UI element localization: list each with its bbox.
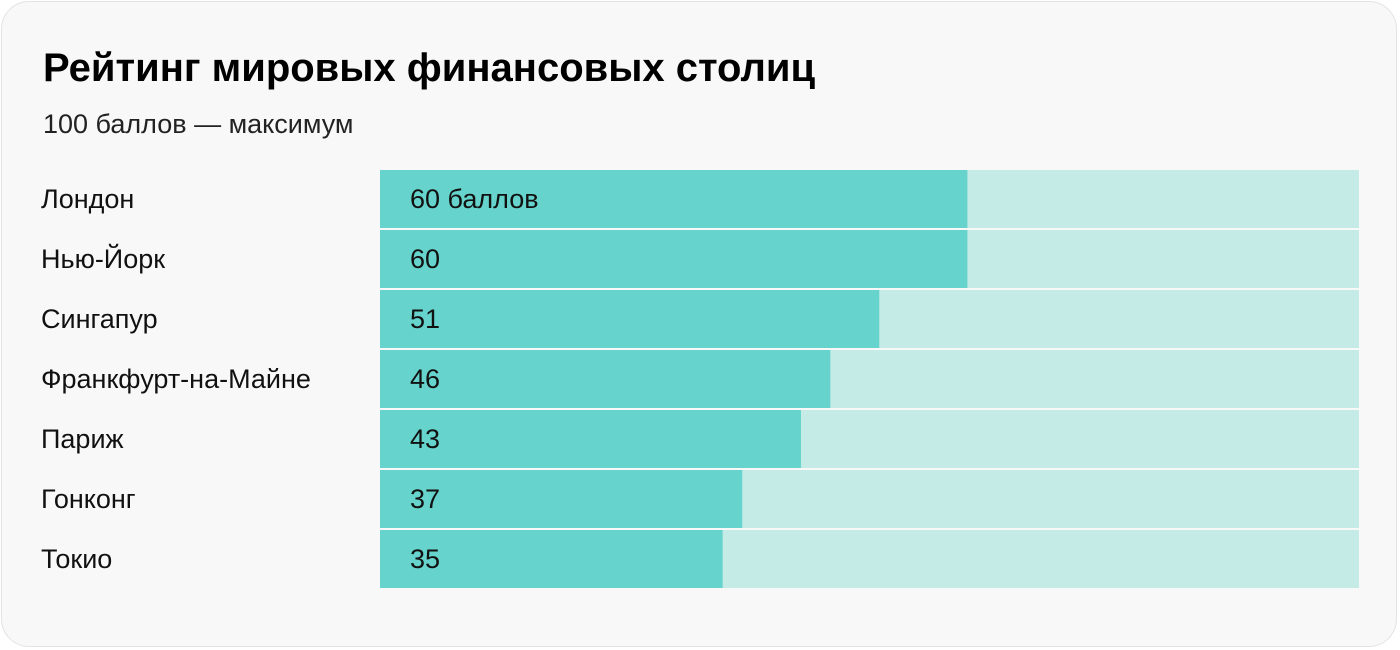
data-label: 37: [410, 484, 440, 514]
bar: [380, 350, 831, 408]
category-label: Париж: [41, 424, 124, 454]
data-label: 35: [410, 544, 440, 574]
bar: [380, 470, 743, 528]
category-label: Франкфурт-на-Майне: [41, 364, 311, 394]
chart-subtitle: 100 баллов — максимум: [43, 109, 354, 139]
bar-row: Сингапур 51: [41, 290, 1359, 348]
bar-row: Токио 35: [41, 530, 1359, 588]
category-label: Токио: [41, 544, 112, 574]
bar-row: Лондон 60 баллов: [41, 170, 1359, 228]
category-label: Сингапур: [41, 304, 158, 334]
data-label: 60 баллов: [410, 184, 539, 214]
bar-row: Париж 43: [41, 410, 1359, 468]
data-label: 60: [410, 244, 440, 274]
bar-row: Гонконг 37: [41, 470, 1359, 528]
category-label: Лондон: [41, 184, 134, 214]
category-label: Нью-Йорк: [41, 243, 165, 274]
data-label: 46: [410, 364, 440, 394]
category-label: Гонконг: [41, 484, 136, 514]
bar: [380, 410, 801, 468]
chart-title: Рейтинг мировых финансовых столиц: [43, 46, 816, 90]
data-label: 43: [410, 424, 440, 454]
data-label: 51: [410, 304, 440, 334]
bar-row: Франкфурт-на-Майне 46: [41, 350, 1359, 408]
bar: [380, 230, 968, 288]
bar: [380, 170, 968, 228]
bar-row: Нью-Йорк 60: [41, 230, 1359, 288]
bar: [380, 290, 880, 348]
bar: [380, 530, 723, 588]
